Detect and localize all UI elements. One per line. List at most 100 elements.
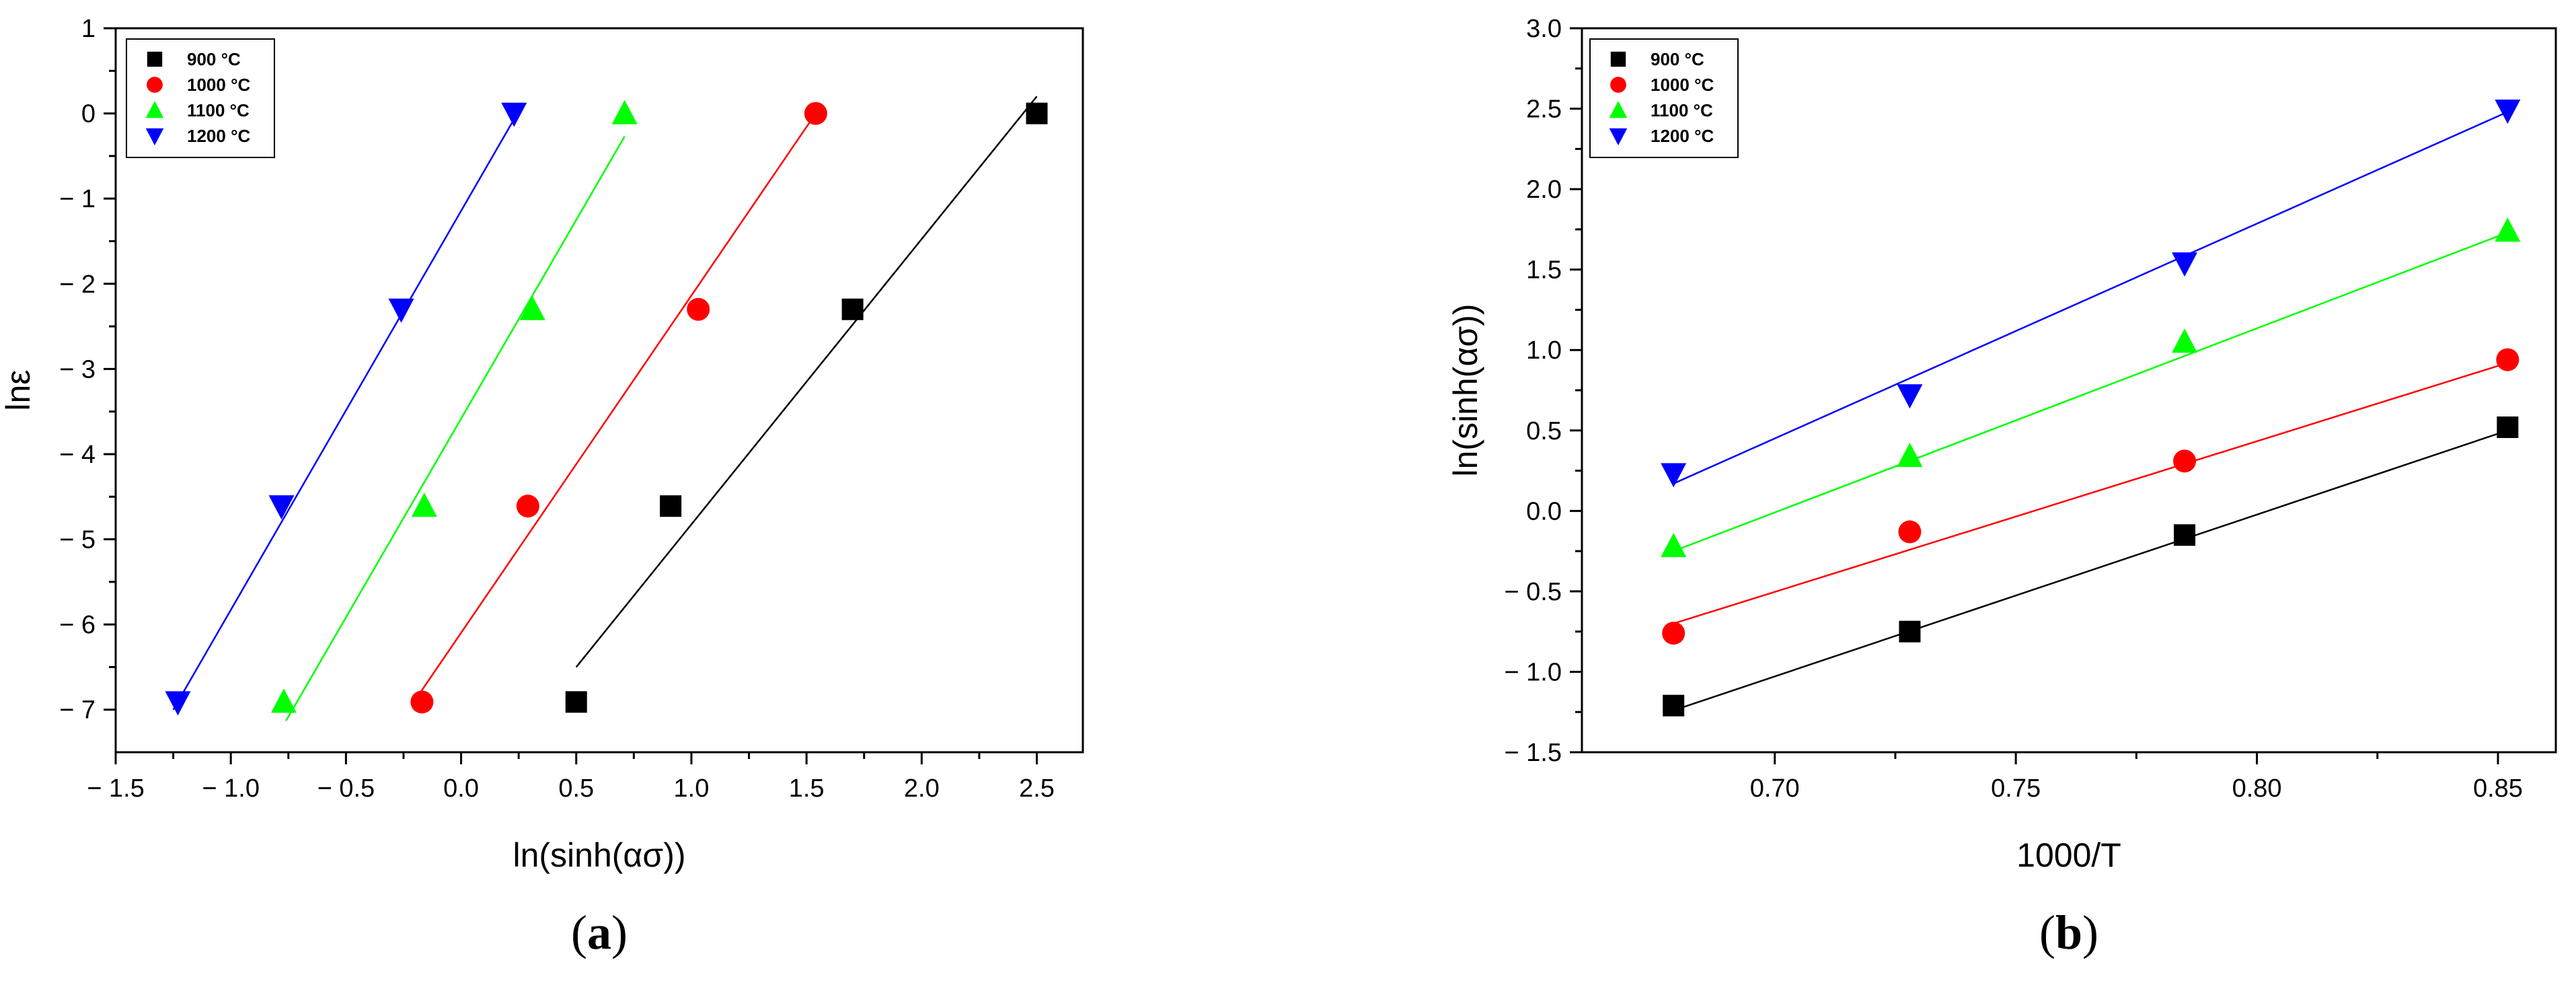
legend-label: 900 °C [187,49,241,69]
y-tick-label: 2.5 [1526,96,1562,124]
fit-line [1673,429,2508,712]
legend-symbol [145,101,164,118]
data-point [410,690,434,714]
legend-label: 1000 °C [187,75,250,95]
series-2 [270,100,638,721]
data-point [165,691,191,716]
data-point [1899,620,1921,643]
series-1 [1662,348,2520,645]
legend: 900 °C 1000 °C 1100 °C 1200 °C [126,38,275,158]
x-tick-label: 0.0 [443,774,479,803]
data-point [2174,524,2196,546]
plot-frame [114,27,1084,754]
x-axis-title: ln(sinh(ασ)) [513,836,685,874]
data-point [270,688,297,713]
y-axis-title: ln(sinh(ασ)) [1447,303,1484,476]
data-point [1663,694,1685,717]
fit-line [416,112,817,698]
x-tick-label: 0.70 [1750,774,1800,803]
y-tick-label: 1 [81,15,96,43]
x-tick-label: 0.5 [558,774,594,803]
data-point [1661,532,1687,557]
y-tick-label: 0 [81,100,96,129]
legend-symbol [1610,51,1626,67]
series-3 [165,102,527,716]
legend-label: 1000 °C [1651,75,1714,95]
y-tick-label: − 1 [59,185,96,213]
legend-marker [1610,77,1626,93]
fit-line [285,136,626,721]
data-point [501,102,527,127]
data-point [1897,384,1923,409]
series-0 [565,96,1048,713]
y-tick-label: − 2 [59,270,96,299]
series-1 [410,102,827,714]
y-axis-title: lnε [0,369,37,410]
x-tick-label: 0.80 [2232,774,2282,803]
y-tick-label: 3.0 [1526,15,1562,43]
series-0 [1663,416,2519,717]
data-point [1897,443,1923,468]
series-3 [1661,99,2521,488]
x-tick-label: 1.0 [674,774,710,803]
x-tick-label: 2.5 [1019,774,1055,803]
legend-symbol [147,77,163,93]
y-tick-label: − 7 [59,696,96,725]
legend-marker [145,101,164,118]
data-point [411,493,437,517]
panel-label-letter: b [2055,906,2082,959]
data-point [1898,520,1922,544]
chart-panel-b: 0.70 0.75 0.80 0.85 3.0 2.5 2.0 1.5 1.0 0.5 0.0 − 0… [1447,15,2557,959]
legend-symbol [1610,77,1626,93]
chart-panel-a: − 1.5 − 1.0 − 0.5 0.0 0.5 1.0 1.5 2.0 2.5 1 0 − 1 − … [0,15,1084,959]
data-point [687,297,710,321]
y-tick-label: 2.0 [1526,176,1562,204]
data-point [565,691,587,713]
x-tick-label: − 1.0 [202,774,260,803]
data-point [268,495,295,520]
data-point [2497,416,2519,438]
legend-marker [147,77,163,93]
y-tick-label: 0.0 [1526,497,1562,525]
y-tick-label: 1.5 [1526,256,1562,285]
legend-label: 1200 °C [187,126,250,146]
fit-line [575,96,1038,668]
data-point [388,298,414,323]
legend-label: 1200 °C [1651,126,1714,146]
legend-symbol [147,51,163,67]
data-point [516,495,539,518]
y-tick-label: − 1.5 [1504,739,1562,767]
fit-line [172,114,517,711]
y-tick-label: − 3 [59,355,96,384]
y-tick-label: 0.5 [1526,417,1562,445]
data-point [660,495,682,517]
legend-label: 1100 °C [1651,100,1713,120]
x-tick-label: 2.0 [904,774,940,803]
data-point [841,298,864,320]
x-axis-title: 1000/T [2016,836,2121,874]
data-point [2495,99,2521,124]
data-point [2495,217,2521,242]
legend-symbol [145,128,164,145]
data-point [1026,102,1048,124]
panel-label-open: ( [571,906,587,959]
data-point [2172,252,2198,277]
panel-label-letter: a [587,906,611,959]
legend-marker [1609,101,1628,118]
legend-symbol [1609,101,1628,118]
y-tick-label: 1.0 [1526,336,1562,365]
panel-label: (a) [571,906,628,959]
legend-marker [145,128,164,145]
panel-label-close: ) [2082,906,2098,959]
data-point [611,100,638,124]
data-point [2496,348,2520,371]
fit-line [1673,231,2508,552]
y-tick-label: − 6 [59,611,96,639]
y-tick-label: − 1.0 [1504,658,1562,686]
fit-line [1673,362,2508,624]
data-point [1662,622,1685,645]
legend-marker [1610,51,1626,67]
data-point [519,295,545,320]
x-tick-label: 1.5 [789,774,825,803]
